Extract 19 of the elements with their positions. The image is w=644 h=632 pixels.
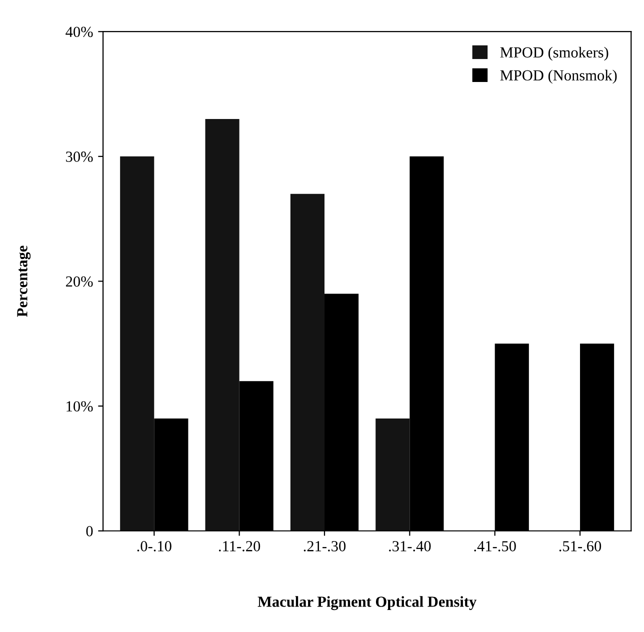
y-axis-title: Percentage [17, 246, 31, 317]
bar [205, 118, 240, 531]
bar [290, 194, 324, 531]
x-tick-label: .41-.50 [474, 541, 516, 552]
x-tick-label: .0-.10 [137, 541, 172, 552]
x-tick-label: .51-.60 [559, 541, 602, 552]
x-tick-label: .21-.30 [304, 541, 346, 552]
y-tick-label: 0 [86, 526, 93, 536]
y-tick-label: 20% [66, 276, 93, 287]
x-axis-title: Macular Pigment Optical Density [258, 596, 476, 610]
y-tick-label: 30% [66, 152, 93, 162]
x-tick-label: .31-.40 [389, 541, 431, 552]
bar [120, 156, 154, 531]
y-tick-label: 40% [66, 26, 93, 38]
legend-label: MPOD (smokers) [500, 46, 608, 61]
x-tick-label: .11-.20 [218, 541, 260, 552]
y-tick-label: 10% [66, 401, 93, 412]
bar [376, 418, 410, 531]
legend-label: MPOD (Nonsmok) [500, 70, 617, 84]
